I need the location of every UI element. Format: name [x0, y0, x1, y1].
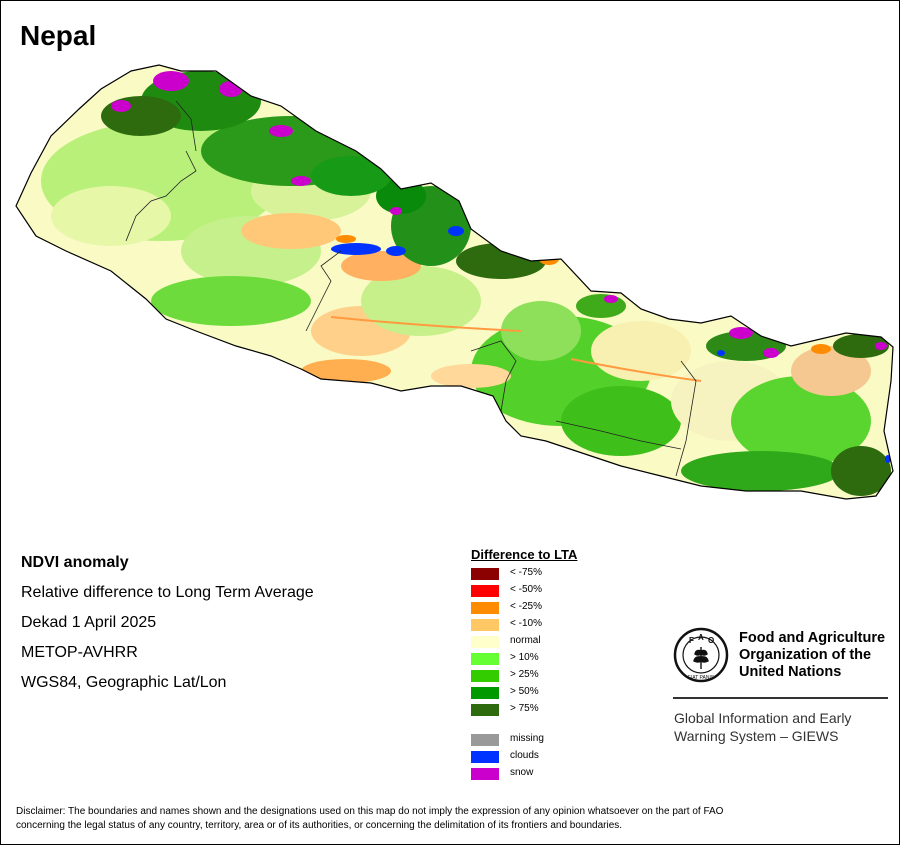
legend-special-label: missing [510, 733, 544, 744]
giews-line: Warning System – GIEWS [674, 728, 839, 744]
fao-logo-letter-o: O [708, 636, 714, 645]
legend-class-item: normal [471, 634, 577, 651]
info-sensor: METOP-AVHRR [21, 644, 138, 661]
legend-class-swatch [471, 687, 499, 699]
fao-logo-letter-f: F [689, 636, 694, 645]
map-info: NDVI anomaly Relative difference to Long… [21, 553, 314, 703]
legend-class-label: < -75% [510, 567, 542, 578]
legend-class-swatch [471, 636, 499, 648]
fao-divider [673, 697, 888, 699]
map-title: Nepal [20, 20, 97, 51]
legend-special-label: clouds [510, 750, 539, 761]
legend-class-item: < -75% [471, 566, 577, 583]
legend-special-swatch [471, 734, 499, 746]
giews-label: Global Information and Early Warning Sys… [674, 709, 851, 745]
legend-special-item: clouds [471, 749, 577, 766]
legend-class-item: > 25% [471, 668, 577, 685]
fao-name-line: Food and Agriculture [739, 630, 886, 646]
info-description: Relative difference to Long Term Average [21, 584, 314, 601]
legend-class-label: > 50% [510, 686, 539, 697]
fao-organization-name: Food and Agriculture Organization of the… [739, 630, 889, 681]
legend-class-swatch [471, 619, 499, 631]
map-raster [16, 65, 893, 499]
legend-class-swatch [471, 704, 499, 716]
legend-class-label: normal [510, 635, 541, 646]
legend-special-swatch [471, 751, 499, 763]
legend-class-swatch [471, 602, 499, 614]
legend-class-item: > 10% [471, 651, 577, 668]
legend-class-label: < -25% [510, 601, 542, 612]
fao-name-line: Organization of the [739, 647, 872, 663]
legend-special-item: snow [471, 766, 577, 783]
info-date: Dekad 1 April 2025 [21, 614, 157, 631]
legend-class-label: > 10% [510, 652, 539, 663]
legend-class-label: > 25% [510, 669, 539, 680]
giews-line: Global Information and Early [674, 710, 852, 726]
ndvi-anomaly-map [15, 64, 894, 500]
legend-classes: < -75% < -50% < -25% < -10% normal > 10% > 25%… [471, 566, 577, 719]
legend-class-swatch [471, 585, 499, 597]
legend: Difference to LTA < -75% < -50% < -25% < -1… [471, 547, 577, 783]
legend-class-item: < -10% [471, 617, 577, 634]
legend-class-item: < -50% [471, 583, 577, 600]
legend-class-label: > 75% [510, 703, 539, 714]
legend-special-item: missing [471, 732, 577, 749]
disclaimer: Disclaimer: The boundaries and names sho… [16, 805, 886, 833]
info-projection: WGS84, Geographic Lat/Lon [21, 674, 227, 691]
legend-class-label: < -50% [510, 584, 542, 595]
legend-title: Difference to LTA [471, 547, 578, 562]
legend-special: missing clouds snow [471, 732, 577, 783]
legend-class-item: > 50% [471, 685, 577, 702]
fao-logo-letter-a: A [698, 633, 704, 642]
legend-class-item: > 75% [471, 702, 577, 719]
legend-class-swatch [471, 653, 499, 665]
legend-class-item: < -25% [471, 600, 577, 617]
disclaimer-line: Disclaimer: The boundaries and names sho… [16, 806, 724, 817]
legend-class-swatch [471, 568, 499, 580]
info-product: NDVI anomaly [21, 554, 129, 571]
fao-logo-icon: F A O FIAT PANIS [673, 627, 729, 683]
disclaimer-line: concerning the legal status of any count… [16, 820, 623, 831]
province-boundaries [125, 100, 697, 477]
legend-special-swatch [471, 768, 499, 780]
legend-class-label: < -10% [510, 618, 542, 629]
legend-special-label: snow [510, 767, 534, 778]
fao-logo-motto: FIAT PANIS [688, 675, 715, 681]
legend-class-swatch [471, 670, 499, 682]
fao-name-line: United Nations [739, 664, 842, 680]
